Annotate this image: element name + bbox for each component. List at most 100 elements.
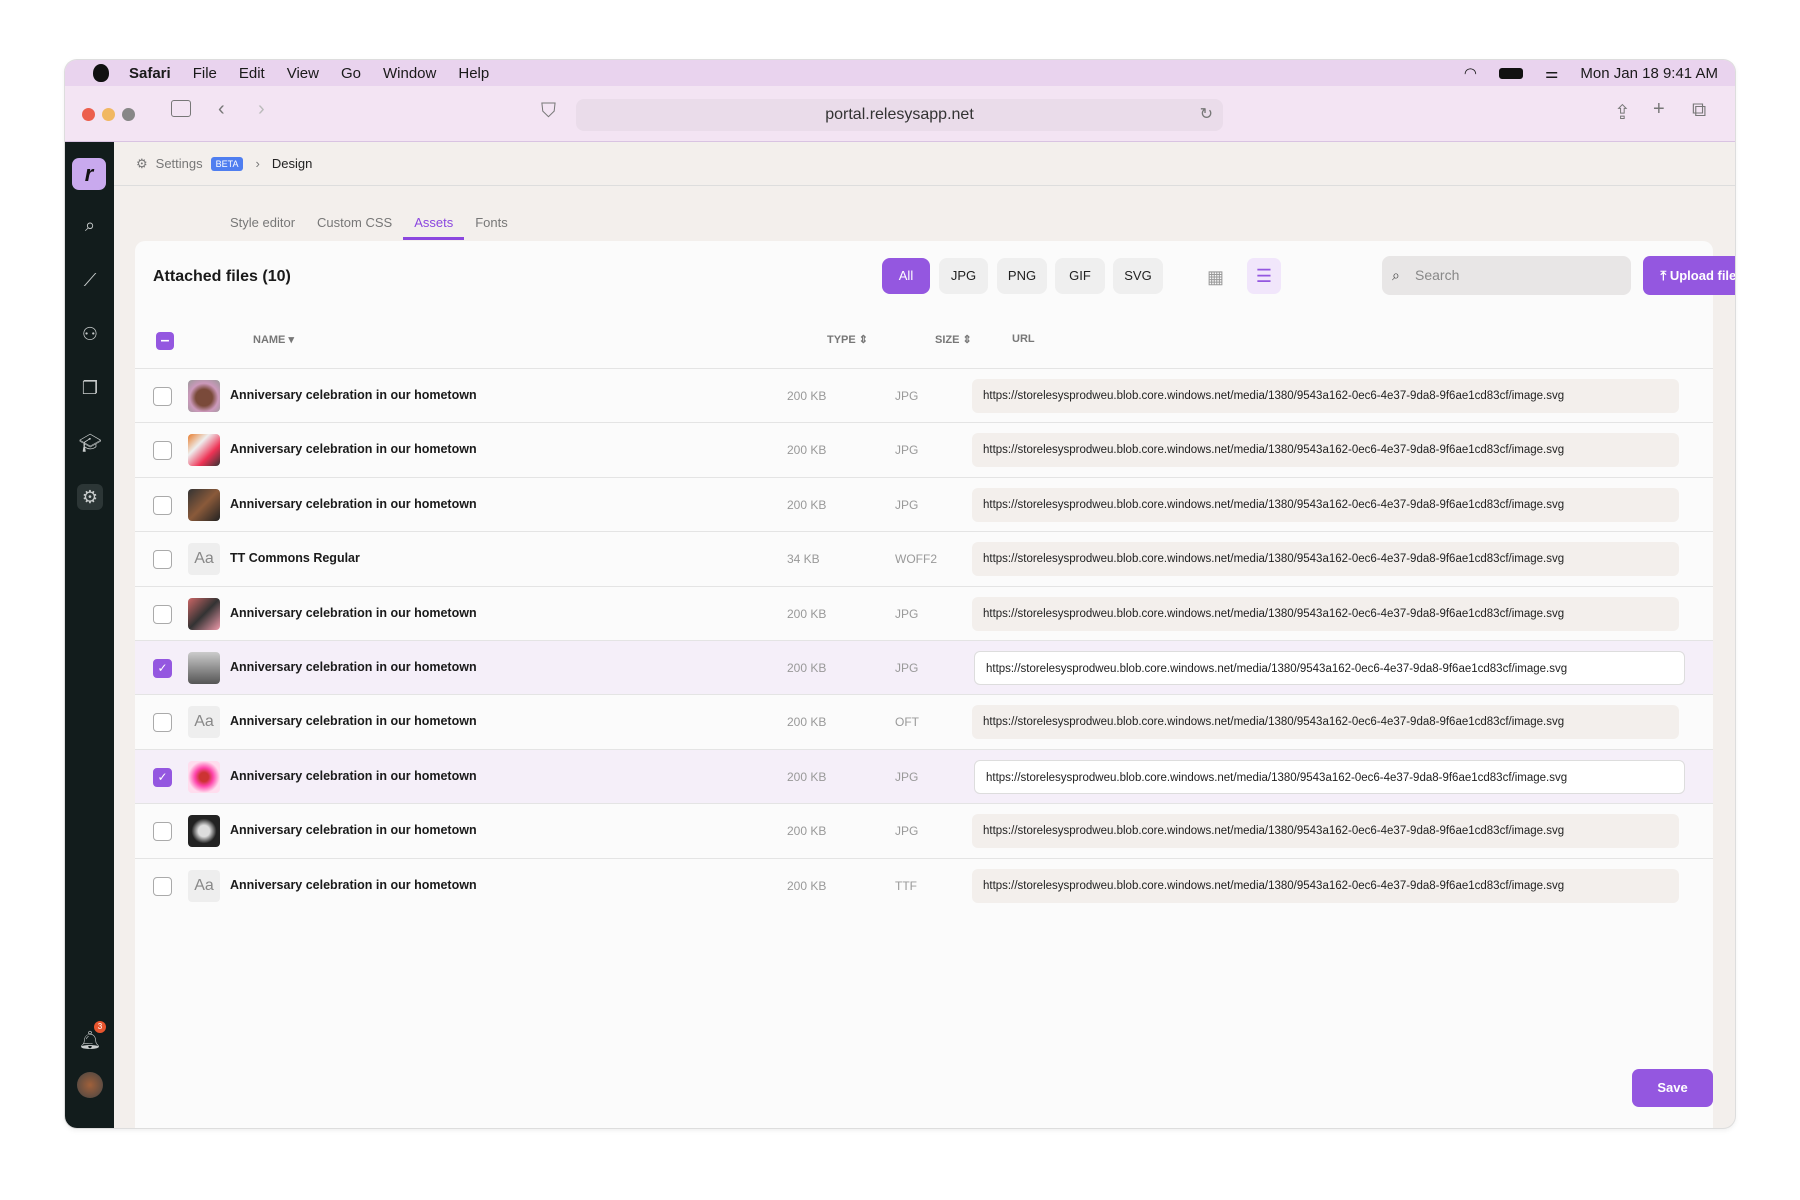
row-checkbox[interactable] — [153, 876, 172, 896]
save-button[interactable]: Save — [1632, 1069, 1713, 1107]
table-row[interactable]: Aa TT Commons Regular 34 KB WOFF2 https:… — [135, 531, 1713, 585]
breadcrumb-design: Design — [271, 156, 313, 171]
file-url-field[interactable]: https://storelesysprodweu.blob.core.wind… — [972, 868, 1679, 903]
clock[interactable]: Mon Jan 18 9:41 AM — [1580, 64, 1718, 82]
row-checkbox[interactable] — [153, 387, 172, 406]
row-checkbox[interactable]: ✓ — [153, 767, 172, 787]
tab-assets[interactable]: Assets — [403, 214, 465, 240]
menu-view[interactable]: View — [286, 64, 319, 82]
filter-all[interactable]: All — [882, 258, 930, 294]
file-url-field[interactable]: https://storelesysprodweu.blob.core.wind… — [972, 379, 1679, 413]
file-url-field[interactable]: https://storelesysprodweu.blob.core.wind… — [972, 596, 1679, 631]
avatar[interactable] — [77, 1072, 103, 1098]
address-bar[interactable]: portal.relesysapp.net ↻ — [576, 99, 1223, 131]
tab-fonts[interactable]: Fonts — [475, 215, 508, 230]
close-window-button[interactable] — [82, 108, 95, 121]
filter-svg[interactable]: SVG — [1113, 258, 1163, 294]
table-row[interactable]: ✓ Anniversary celebration in our hometow… — [135, 748, 1713, 804]
column-type-header[interactable]: TYPE ⇕ — [827, 334, 869, 346]
page-title: Attached files (10) — [153, 268, 291, 285]
browser-toolbar: ‹ › ⛉ portal.relesysapp.net ↻ ⇪ + ⧉ — [65, 86, 1735, 142]
file-url-field[interactable]: https://storelesysprodweu.blob.core.wind… — [972, 433, 1679, 468]
tab-style-editor[interactable]: Style editor — [230, 215, 296, 230]
file-size: 200 KB — [787, 715, 827, 730]
apple-icon[interactable] — [93, 64, 109, 82]
filter-jpg[interactable]: JPG — [939, 258, 988, 294]
battery-icon[interactable] — [1498, 67, 1523, 79]
image-thumbnail — [188, 488, 220, 521]
grid-view-icon[interactable]: ▦ — [1207, 267, 1225, 287]
file-type: JPG — [895, 660, 919, 675]
table-row[interactable]: Anniversary celebration in our hometown … — [135, 476, 1713, 531]
tab-custom-css[interactable]: Custom CSS — [317, 215, 393, 230]
row-checkbox[interactable] — [153, 441, 172, 461]
file-url-field[interactable]: https://storelesysprodweu.blob.core.wind… — [972, 542, 1679, 577]
file-url-field[interactable]: https://storelesysprodweu.blob.core.wind… — [974, 650, 1685, 685]
file-type: JPG — [895, 769, 919, 784]
notification-badge: 3 — [94, 1021, 106, 1033]
menu-safari[interactable]: Safari — [129, 64, 171, 82]
breadcrumb-settings[interactable]: Settings — [155, 156, 203, 171]
file-type: JPG — [895, 443, 919, 458]
list-view-icon[interactable]: ☰ — [1247, 258, 1281, 294]
table-row[interactable]: Aa Anniversary celebration in our hometo… — [135, 857, 1713, 912]
search-icon[interactable]: ⌕ — [84, 215, 96, 235]
filter-gif[interactable]: GIF — [1055, 258, 1105, 294]
forward-icon[interactable]: › — [258, 98, 265, 120]
academy-icon[interactable]: 🎓︎ — [78, 433, 102, 453]
menu-file[interactable]: File — [192, 64, 217, 82]
new-tab-icon[interactable]: + — [1653, 98, 1665, 120]
row-checkbox[interactable] — [153, 495, 172, 515]
file-size: 200 KB — [787, 606, 827, 621]
row-checkbox[interactable] — [153, 550, 172, 570]
column-name-header[interactable]: NAME ▾ — [253, 334, 294, 346]
reload-icon[interactable]: ↻ — [1199, 106, 1213, 123]
select-all-checkbox[interactable]: – — [156, 332, 174, 350]
row-checkbox[interactable] — [153, 604, 172, 624]
wifi-icon[interactable]: ◠ — [1463, 65, 1477, 82]
filter-png[interactable]: PNG — [997, 258, 1047, 294]
table-row[interactable]: Anniversary celebration in our hometown … — [135, 368, 1713, 422]
file-name: Anniversary celebration in our hometown — [230, 877, 477, 892]
table-row[interactable]: ✓ Anniversary celebration in our hometow… — [135, 639, 1713, 695]
file-url-field[interactable]: https://storelesysprodweu.blob.core.wind… — [972, 487, 1679, 522]
row-checkbox[interactable] — [153, 822, 172, 842]
upload-files-button[interactable]: ⤒ Upload files — [1643, 256, 1735, 295]
table-row[interactable]: Anniversary celebration in our hometown … — [135, 585, 1713, 640]
share-icon[interactable]: ⇪ — [1614, 102, 1631, 124]
shield-icon[interactable]: ⛉ — [541, 100, 556, 122]
zoom-window-button[interactable] — [122, 108, 135, 121]
menu-help[interactable]: Help — [458, 64, 490, 82]
file-name: Anniversary celebration in our hometown — [230, 442, 477, 457]
table-row[interactable]: Anniversary celebration in our hometown … — [135, 422, 1713, 476]
bell-icon[interactable]: 🔔︎ 3 — [77, 1021, 106, 1053]
control-center-icon[interactable]: ⚌ — [1544, 65, 1559, 82]
table-row[interactable]: Anniversary celebration in our hometown … — [135, 803, 1713, 857]
users-icon[interactable]: ⚇ — [81, 324, 99, 344]
settings-icon[interactable]: ⚙ — [77, 484, 103, 510]
analytics-icon[interactable]: ⟋ — [83, 270, 97, 290]
documents-icon[interactable]: ❐ — [81, 378, 99, 398]
file-type: JPG — [895, 824, 919, 839]
file-url-field[interactable]: https://storelesysprodweu.blob.core.wind… — [972, 814, 1679, 849]
menu-edit[interactable]: Edit — [238, 64, 265, 82]
sidebar-toggle-icon[interactable] — [171, 100, 191, 117]
search-input[interactable]: ⌕ Search — [1382, 256, 1631, 295]
column-size-header[interactable]: SIZE ⇕ — [935, 334, 972, 346]
file-type: WOFF2 — [895, 552, 937, 567]
tab-overview-icon[interactable]: ⧉ — [1692, 99, 1707, 121]
file-url-field[interactable]: https://storelesysprodweu.blob.core.wind… — [972, 705, 1679, 740]
menu-go[interactable]: Go — [340, 64, 361, 82]
file-url-field[interactable]: https://storelesysprodweu.blob.core.wind… — [974, 759, 1685, 794]
minimize-window-button[interactable] — [102, 108, 115, 121]
app-logo[interactable]: r — [72, 158, 106, 190]
table-row[interactable]: Aa Anniversary celebration in our hometo… — [135, 694, 1713, 748]
file-size: 200 KB — [787, 824, 827, 839]
menu-window[interactable]: Window — [383, 64, 437, 82]
search-placeholder: Search — [1415, 267, 1460, 283]
row-checkbox[interactable]: ✓ — [153, 658, 172, 678]
font-thumbnail: Aa — [188, 869, 220, 902]
image-thumbnail — [188, 651, 220, 684]
back-icon[interactable]: ‹ — [218, 98, 225, 120]
row-checkbox[interactable] — [153, 713, 172, 733]
